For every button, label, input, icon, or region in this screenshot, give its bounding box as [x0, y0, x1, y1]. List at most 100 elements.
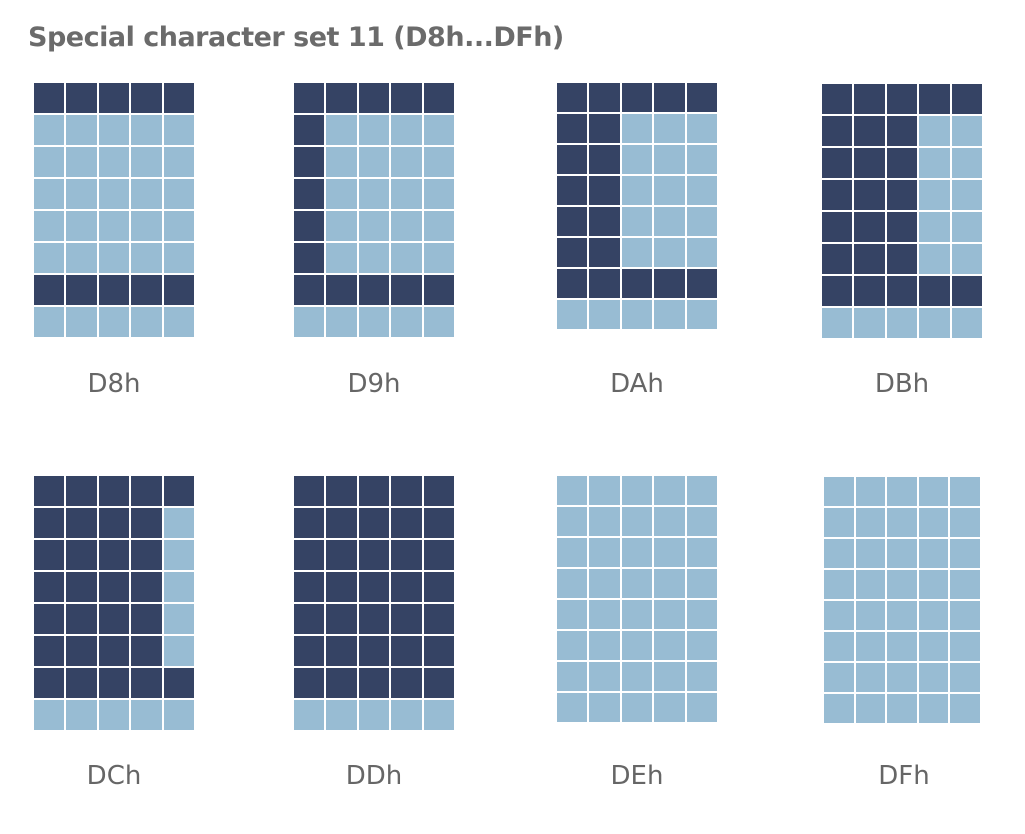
pixel-on	[358, 636, 390, 666]
pixel-on	[822, 244, 853, 274]
pixel-off	[918, 663, 949, 692]
pixel-on	[391, 508, 422, 538]
pixel-on	[326, 540, 357, 570]
pixel-off	[391, 307, 422, 337]
pixel-on	[589, 176, 620, 205]
pixel-off	[886, 308, 918, 338]
char-block-ddh: DDh	[294, 476, 454, 791]
pixel-on	[98, 476, 130, 506]
pixel-on	[66, 476, 97, 506]
pixel-off	[824, 508, 854, 537]
pixel-on	[98, 668, 130, 698]
pixel-on	[294, 572, 325, 602]
pixel-on	[326, 83, 357, 113]
pixel-off	[621, 176, 653, 205]
pixel-off	[163, 211, 194, 241]
pixel-off	[163, 636, 194, 666]
pixel-on	[919, 84, 950, 114]
pixel-off	[589, 600, 620, 629]
char-grid	[824, 477, 980, 723]
pixel-off	[131, 115, 162, 145]
pixel-on	[557, 145, 588, 174]
pixel-on	[557, 114, 588, 143]
pixel-off	[654, 300, 685, 329]
pixel-on	[294, 604, 325, 634]
pixel-off	[163, 179, 194, 209]
pixel-off	[163, 115, 194, 145]
pixel-on	[66, 275, 97, 305]
pixel-off	[887, 477, 917, 506]
pixel-on	[294, 540, 325, 570]
pixel-on	[66, 604, 97, 634]
pixel-off	[358, 243, 390, 273]
pixel-off	[887, 663, 917, 692]
pixel-on	[886, 84, 918, 114]
pixel-off	[66, 700, 97, 730]
pixel-off	[326, 211, 357, 241]
pixel-on	[34, 508, 65, 538]
pixel-on	[822, 212, 853, 242]
pixel-off	[391, 115, 422, 145]
pixel-on	[423, 668, 454, 698]
pixel-off	[34, 147, 65, 177]
char-label: DBh	[874, 369, 930, 399]
pixel-off	[621, 693, 653, 722]
pixel-off	[326, 115, 357, 145]
pixel-off	[824, 601, 854, 630]
pixel-on	[294, 83, 325, 113]
pixel-off	[98, 243, 130, 273]
pixel-off	[131, 179, 162, 209]
pixel-on	[358, 83, 390, 113]
pixel-off	[686, 693, 717, 722]
pixel-on	[621, 269, 653, 298]
pixel-on	[589, 238, 620, 267]
pixel-off	[423, 211, 454, 241]
pixel-on	[854, 212, 885, 242]
pixel-on	[98, 508, 130, 538]
pixel-off	[326, 307, 357, 337]
pixel-off	[358, 115, 390, 145]
pixel-off	[66, 179, 97, 209]
pixel-off	[918, 508, 949, 537]
pixel-on	[358, 508, 390, 538]
pixel-on	[131, 540, 162, 570]
pixel-off	[621, 662, 653, 691]
pixel-off	[887, 508, 917, 537]
pixel-off	[621, 507, 653, 536]
pixel-off	[391, 147, 422, 177]
pixel-off	[887, 632, 917, 661]
pixel-off	[423, 147, 454, 177]
pixel-on	[423, 508, 454, 538]
pixel-on	[822, 116, 853, 146]
pixel-off	[951, 116, 982, 146]
pixel-on	[589, 145, 620, 174]
pixel-off	[589, 476, 620, 505]
pixel-on	[423, 572, 454, 602]
pixel-on	[822, 148, 853, 178]
pixel-off	[621, 569, 653, 598]
pixel-on	[163, 275, 194, 305]
pixel-off	[918, 477, 949, 506]
pixel-on	[34, 604, 65, 634]
pixel-on	[98, 636, 130, 666]
pixel-on	[358, 604, 390, 634]
pixel-on	[131, 83, 162, 113]
pixel-on	[294, 147, 325, 177]
pixel-on	[131, 636, 162, 666]
pixel-on	[358, 540, 390, 570]
pixel-on	[391, 540, 422, 570]
pixel-on	[951, 276, 982, 306]
pixel-off	[686, 507, 717, 536]
pixel-off	[855, 663, 886, 692]
pixel-on	[98, 540, 130, 570]
pixel-on	[423, 636, 454, 666]
pixel-off	[654, 176, 685, 205]
pixel-off	[294, 700, 325, 730]
pixel-off	[34, 211, 65, 241]
pixel-off	[919, 148, 950, 178]
pixel-off	[621, 538, 653, 567]
pixel-off	[686, 114, 717, 143]
pixel-on	[294, 636, 325, 666]
pixel-on	[66, 508, 97, 538]
pixel-off	[919, 116, 950, 146]
